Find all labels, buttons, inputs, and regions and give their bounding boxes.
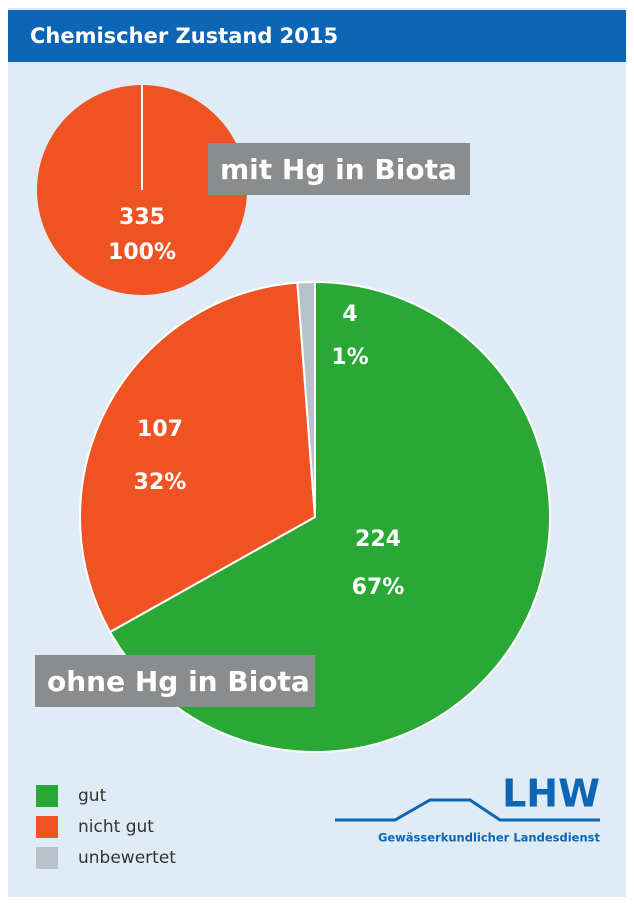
value-label: 107 bbox=[137, 417, 183, 442]
legend-swatch bbox=[36, 816, 58, 838]
legend-swatch bbox=[36, 785, 58, 807]
value-label: 224 bbox=[355, 527, 401, 552]
percent-label: 100% bbox=[108, 240, 176, 265]
legend-label: unbewertet bbox=[78, 848, 176, 868]
pie-label: ohne Hg in Biota bbox=[47, 665, 310, 698]
pie-slice bbox=[108, 280, 551, 753]
logo-name: LHW bbox=[502, 772, 600, 816]
legend-label: nicht gut bbox=[78, 817, 154, 837]
percent-label: 1% bbox=[331, 345, 368, 370]
logo-subtitle: Gewässerkundlicher Landesdienst bbox=[378, 831, 601, 845]
value-label: 4 bbox=[342, 302, 357, 327]
legend-label: gut bbox=[78, 786, 107, 806]
title-bar bbox=[8, 10, 626, 62]
logo-line bbox=[335, 798, 600, 822]
pie-slice bbox=[296, 280, 316, 518]
chart-title: Chemischer Zustand 2015 bbox=[30, 24, 338, 48]
percent-label: 67% bbox=[352, 575, 405, 600]
legend-swatch bbox=[36, 847, 58, 869]
percent-label: 32% bbox=[134, 470, 187, 495]
value-label: 335 bbox=[119, 205, 165, 230]
pie-slice bbox=[79, 281, 317, 634]
label-box bbox=[208, 143, 470, 195]
logo: LHW Gewässerkundlicher Landesdienst bbox=[335, 772, 600, 845]
label-box bbox=[35, 655, 315, 707]
pie-label: mit Hg in Biota bbox=[220, 153, 457, 186]
